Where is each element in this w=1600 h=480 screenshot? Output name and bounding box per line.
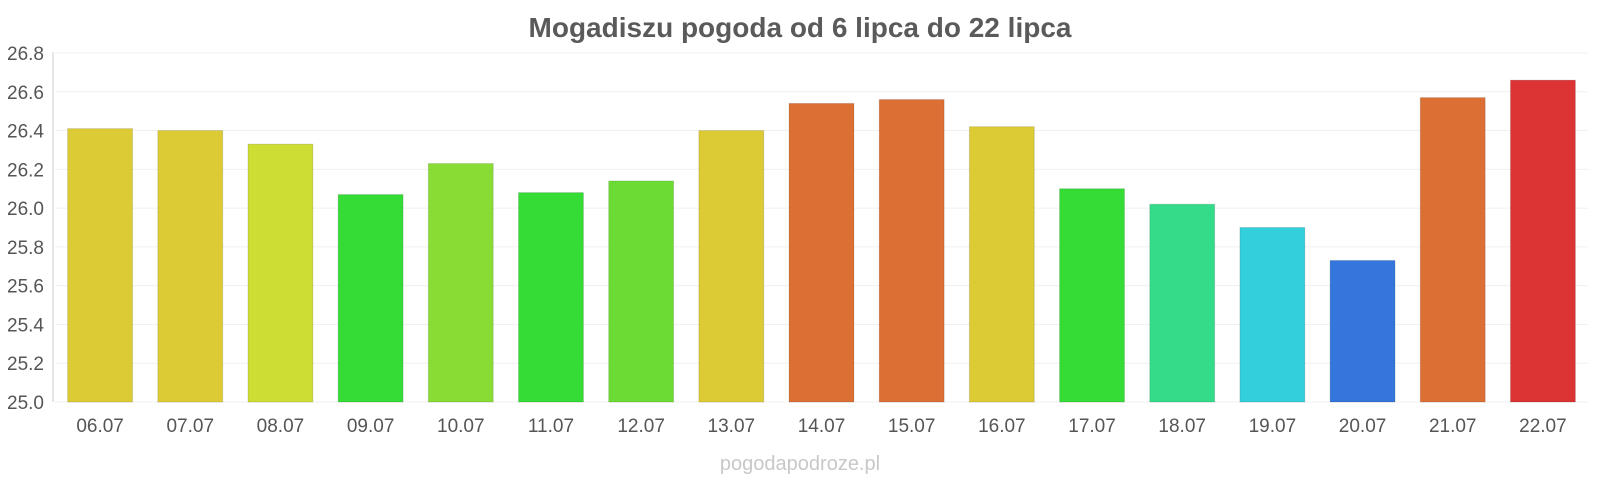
- x-tick-label: 22.07: [1519, 416, 1567, 437]
- bar-15.07: [878, 99, 945, 403]
- x-axis-ticks: 06.07 07.07 08.07 09.07 10.07 11.07 12.07 13.07…: [76, 416, 1566, 437]
- x-tick-label: 15.07: [888, 416, 936, 437]
- bar-21.07: [1419, 97, 1486, 403]
- y-tick-label: 25.4: [7, 315, 44, 336]
- bar-08.07: [247, 143, 314, 403]
- bar-14.07: [788, 102, 855, 403]
- x-tick-label: 08.07: [257, 416, 305, 437]
- x-tick-label: 12.07: [617, 416, 665, 437]
- bar-12.07: [608, 180, 675, 403]
- bar-16.07: [968, 126, 1035, 403]
- x-tick-label: 06.07: [76, 416, 124, 437]
- y-tick-label: 25.0: [7, 393, 44, 414]
- bar-06.07: [67, 128, 134, 403]
- y-tick-label: 26.4: [7, 122, 44, 143]
- bar-11.07: [518, 192, 584, 403]
- y-tick-label: 26.0: [7, 199, 44, 220]
- bar-19.07: [1239, 227, 1306, 403]
- y-tick-label: 26.6: [7, 83, 44, 104]
- bar-22.07: [1509, 79, 1576, 403]
- chart-title: Mogadiszu pogoda od 6 lipca do 22 lipca: [529, 12, 1072, 43]
- x-tick-label: 13.07: [708, 416, 756, 437]
- bar-17.07: [1059, 188, 1125, 403]
- bar-18.07: [1149, 203, 1216, 403]
- y-tick-label: 26.8: [7, 44, 44, 65]
- y-tick-label: 26.2: [7, 160, 44, 181]
- x-tick-label: 17.07: [1068, 416, 1116, 437]
- y-axis-ticks: 25.0 25.2 25.4 25.6 25.8 26.0 26.2 26.4 26.6 26.8: [7, 44, 44, 414]
- x-tick-label: 10.07: [437, 416, 485, 437]
- bar-09.07: [337, 194, 404, 403]
- x-tick-label: 14.07: [798, 416, 846, 437]
- x-tick-label: 16.07: [978, 416, 1026, 437]
- x-tick-label: 18.07: [1158, 416, 1206, 437]
- bar-10.07: [427, 163, 494, 403]
- y-tick-label: 25.2: [7, 354, 44, 375]
- bar-07.07: [157, 130, 224, 403]
- bar-13.07: [698, 130, 765, 403]
- x-tick-label: 11.07: [528, 416, 574, 437]
- bar-20.07: [1329, 259, 1396, 403]
- x-tick-label: 21.07: [1429, 416, 1477, 437]
- y-tick-label: 25.6: [7, 277, 44, 298]
- x-tick-label: 19.07: [1249, 416, 1297, 437]
- y-tick-label: 25.8: [7, 238, 44, 259]
- bars: [67, 79, 1576, 403]
- source-label: pogodapodroze.pl: [720, 453, 880, 475]
- x-tick-label: 20.07: [1339, 416, 1387, 437]
- x-tick-label: 09.07: [347, 416, 395, 437]
- x-tick-label: 07.07: [166, 416, 214, 437]
